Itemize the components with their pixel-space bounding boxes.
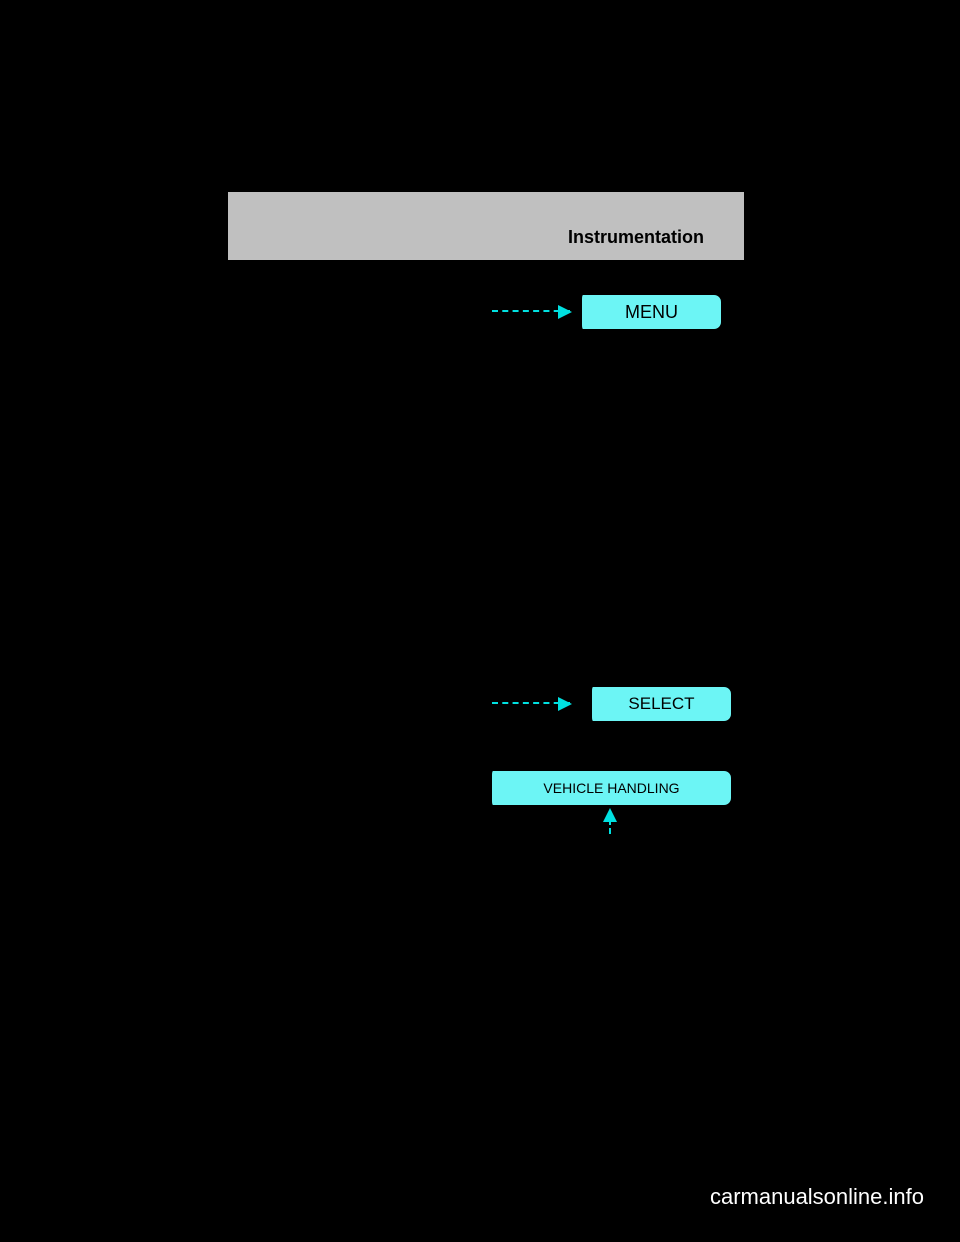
arrow-right-icon <box>492 310 570 312</box>
select-button-label: SELECT <box>628 694 694 714</box>
select-button[interactable]: SELECT <box>588 686 732 722</box>
header-bar: Instrumentation <box>228 192 744 260</box>
arrow-right-icon <box>492 702 570 704</box>
watermark-text: carmanualsonline.info <box>710 1184 924 1210</box>
arrow-up-icon <box>609 810 611 834</box>
menu-button[interactable]: MENU <box>578 294 722 330</box>
vehicle-handling-button[interactable]: VEHICLE HANDLING <box>488 770 732 806</box>
vehicle-handling-button-label: VEHICLE HANDLING <box>543 780 679 796</box>
page-content: Instrumentation MENU SELECT VEHICLE HAND… <box>228 192 744 260</box>
menu-button-label: MENU <box>625 302 678 323</box>
page-title: Instrumentation <box>568 227 704 248</box>
